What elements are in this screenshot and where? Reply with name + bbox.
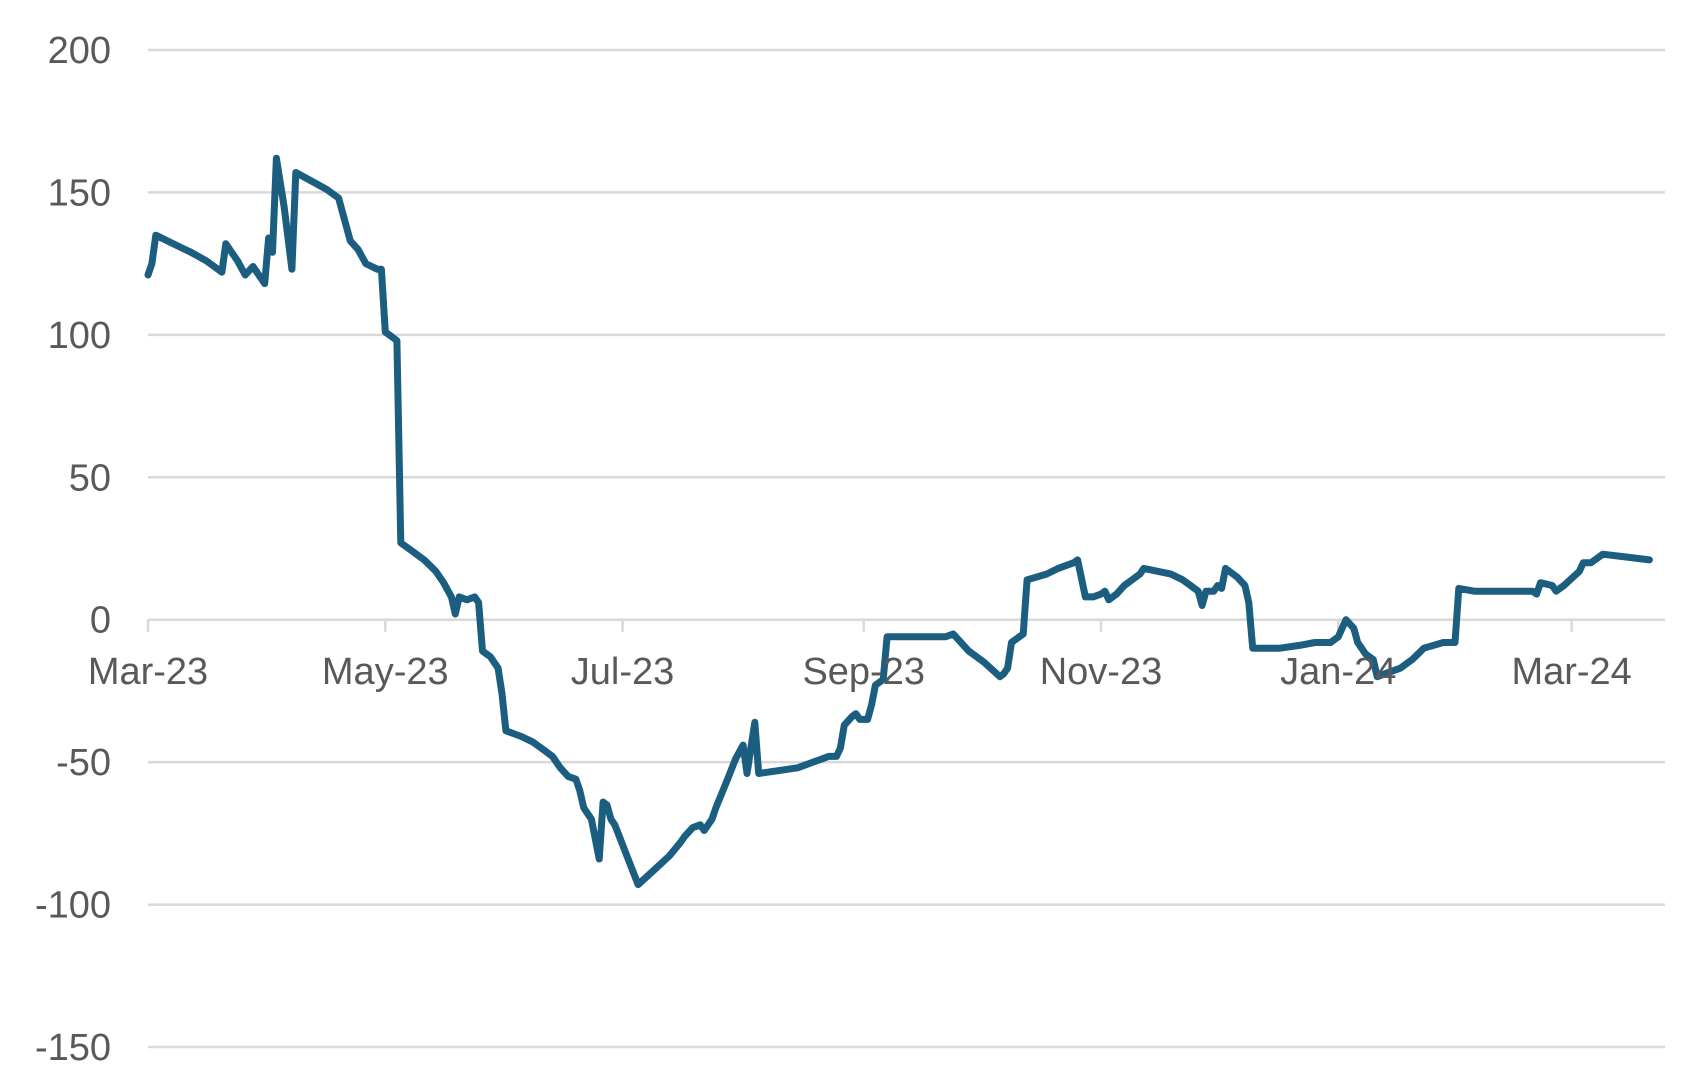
x-tick-label: Jan-24 — [1280, 651, 1396, 693]
series-line — [144, 154, 1653, 889]
x-tick-label: Mar-24 — [1511, 651, 1631, 693]
y-tick-label: 50 — [69, 457, 111, 499]
x-axis — [146, 618, 1665, 632]
x-tick-label: May-23 — [322, 651, 449, 693]
y-tick-label: 100 — [48, 315, 111, 357]
x-tick-label: Nov-23 — [1040, 651, 1163, 693]
y-tick-label: 150 — [48, 172, 111, 214]
y-tick-label: -150 — [35, 1027, 111, 1069]
series-lines — [144, 154, 1653, 889]
gridlines — [148, 48, 1665, 1049]
x-tick-label: Mar-23 — [88, 651, 208, 693]
y-tick-label: -50 — [56, 742, 111, 784]
y-tick-labels: 200 150 100 50 0 -50 -100 -150 — [35, 30, 111, 1069]
y-tick-label: -100 — [35, 885, 111, 927]
y-tick-label: 200 — [48, 30, 111, 72]
x-tick-label: Jul-23 — [571, 651, 675, 693]
x-tick-labels: Mar-23 May-23 Jul-23 Sep-23 Nov-23 Jan-24 Mar-… — [88, 651, 1632, 693]
x-tick-label: Sep-23 — [802, 651, 925, 693]
y-tick-label: 0 — [90, 600, 111, 642]
